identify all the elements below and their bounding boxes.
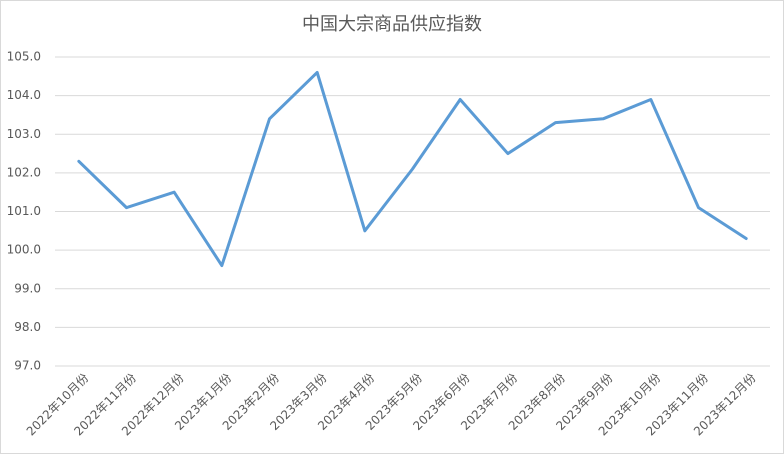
y-tick-label: 97.0 (14, 359, 41, 373)
y-tick-label: 105.0 (7, 50, 41, 64)
y-tick-label: 99.0 (14, 281, 41, 295)
y-tick-label: 103.0 (7, 127, 41, 141)
chart-title: 中国大宗商品供应指数 (302, 14, 482, 35)
y-tick-label: 101.0 (7, 204, 41, 218)
y-tick-label: 104.0 (7, 88, 41, 102)
y-tick-label: 100.0 (7, 243, 41, 257)
y-tick-label: 102.0 (7, 165, 41, 179)
y-tick-label: 98.0 (14, 320, 41, 334)
data-line (77, 70, 748, 268)
